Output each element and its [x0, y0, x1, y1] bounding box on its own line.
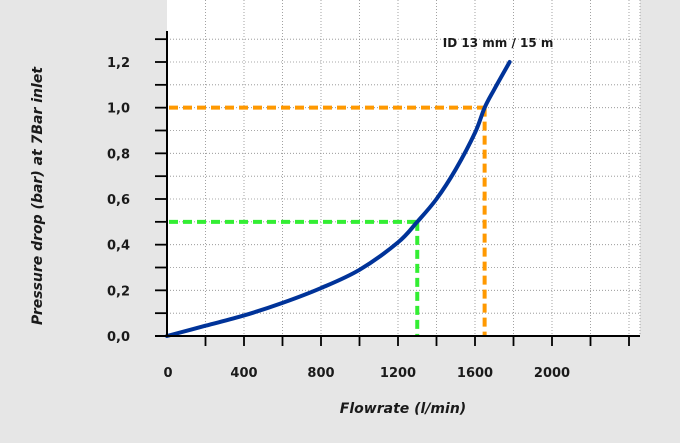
x-tick-label: 0 — [163, 366, 172, 381]
axis-layer — [155, 31, 640, 346]
series-layer — [165, 60, 512, 338]
reference-lines — [169, 105, 487, 336]
annotation-label: ID 13 mm / 15 m — [443, 36, 554, 50]
y-axis-title: Pressure drop (bar) at 7Bar inlet — [30, 66, 46, 325]
x-tick-label: 1600 — [457, 366, 493, 381]
label-layer: 0,0 0,2 0,4 0,6 0,8 1,0 1,2 0 400 800 1200 1600 2000… — [107, 36, 570, 381]
y-tick-label: 0,2 — [107, 284, 130, 299]
x-tick-label: 400 — [230, 366, 257, 381]
plot-area — [167, 0, 640, 337]
y-tick-label: 1,0 — [107, 102, 130, 117]
x-tick-label: 1200 — [380, 366, 416, 381]
y-tick-label: 0,8 — [107, 147, 130, 162]
y-tick-label: 0,6 — [107, 193, 130, 208]
y-tick-label: 0,4 — [107, 239, 130, 254]
x-axis-title: Flowrate (l/min) — [340, 401, 466, 417]
x-tick-label: 800 — [307, 366, 334, 381]
series-line — [165, 60, 512, 338]
x-tick-label: 2000 — [534, 366, 570, 381]
y-tick-label: 0,0 — [107, 330, 130, 345]
y-tick-label: 1,2 — [107, 56, 130, 71]
